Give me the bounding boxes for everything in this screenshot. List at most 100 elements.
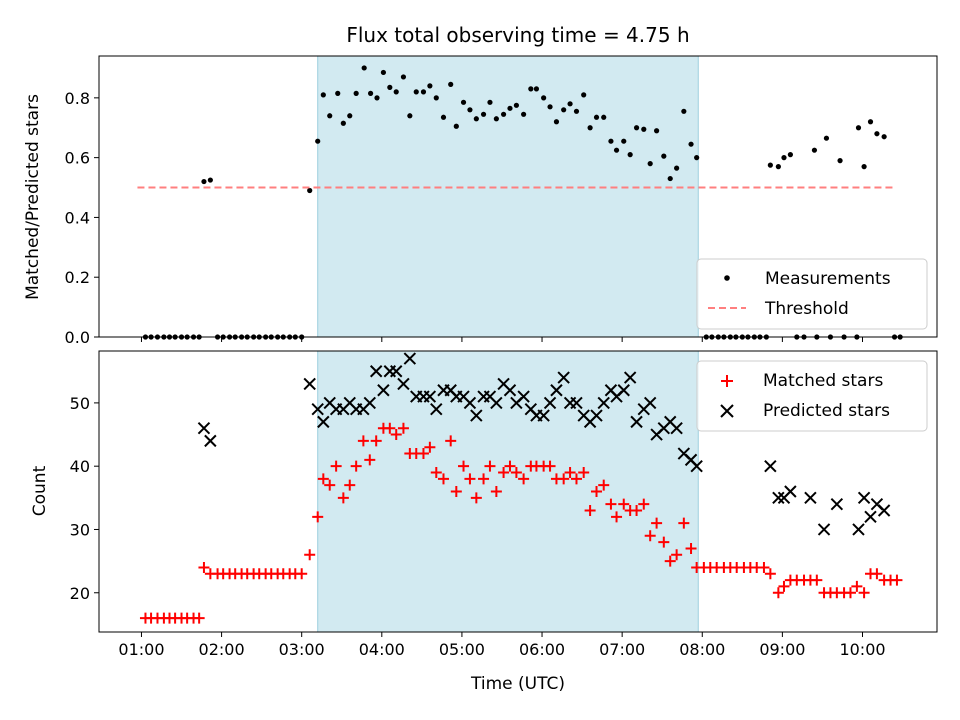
matched-stars-point — [504, 460, 516, 472]
measurement-point — [400, 74, 407, 80]
matched-stars-point — [384, 422, 396, 434]
measurement-point — [207, 177, 213, 183]
measurement-point — [861, 164, 867, 170]
bottom-panel-marks — [139, 352, 903, 624]
bottom-y-tick-label: 20 — [70, 584, 90, 603]
top-legend-box — [696, 258, 928, 330]
measurement-point — [601, 114, 607, 120]
measurement-point — [453, 123, 459, 129]
legend-matched-label: Matched stars — [763, 371, 883, 391]
x-tick-label: 08:00 — [679, 640, 725, 659]
matched-stars-point — [337, 492, 349, 504]
predicted-stars-point — [369, 365, 383, 378]
matched-stars-point — [357, 435, 369, 447]
measurement-point — [374, 95, 380, 101]
measurement-point — [487, 99, 493, 105]
measurement-point — [667, 175, 673, 182]
predicted-stars-point — [204, 434, 217, 448]
predicted-stars-point — [463, 396, 477, 410]
measurement-point — [647, 161, 653, 167]
predicted-stars-point — [570, 396, 583, 410]
predicted-stars-point — [303, 377, 316, 391]
measurement-point — [688, 141, 694, 147]
measurement-point — [823, 135, 830, 141]
top-y-tick-label: 0.6 — [65, 149, 90, 168]
matched-stars-point — [478, 473, 490, 485]
bottom-panel-ylabel: Count — [30, 465, 50, 516]
top-panel-frame — [98, 55, 938, 338]
matched-stars-point — [424, 441, 436, 453]
x-tick-label: 10:00 — [839, 640, 885, 659]
x-tick-label: 03:00 — [279, 640, 325, 659]
matched-stars-point — [198, 561, 210, 573]
matched-stars-point — [611, 511, 623, 523]
measurement-point — [347, 113, 353, 119]
matched-stars-point — [778, 580, 790, 592]
measurement-point — [593, 114, 600, 120]
predicted-stars-point — [490, 396, 503, 410]
matched-stars-point — [518, 473, 530, 485]
matched-stars-point — [445, 435, 457, 447]
measurement-point — [653, 128, 660, 134]
predicted-stars-point — [430, 403, 443, 416]
measurement-point — [787, 152, 793, 158]
predicted-stars-point — [317, 415, 330, 429]
measurement-point — [361, 65, 367, 71]
x-axis-label: Time (UTC) — [470, 674, 565, 694]
measurement-point — [307, 187, 313, 194]
matched-stars-point — [851, 580, 863, 592]
matched-stars-point — [678, 517, 690, 529]
top-y-tick-label: 0.0 — [65, 328, 90, 347]
matched-stars-point — [324, 479, 336, 491]
predicted-stars-point — [311, 403, 324, 416]
legend-measurements-marker — [724, 275, 730, 281]
measurement-point — [874, 131, 880, 137]
matched-stars-point — [844, 587, 856, 599]
matched-stars-point — [891, 574, 903, 586]
predicted-stars-point — [197, 422, 211, 435]
matched-stars-point — [490, 486, 502, 497]
x-tick-label: 05:00 — [439, 640, 485, 659]
predicted-stars-point — [537, 409, 550, 422]
measurement-point — [513, 102, 519, 108]
matched-stars-point — [470, 492, 482, 504]
bottom-panel: 01:00 02:00 03:00 04:00 05:00 06:00 07:00 08:00… — [30, 350, 938, 694]
legend-threshold-label: Threshold — [764, 299, 849, 319]
measurement-point — [335, 90, 341, 96]
measurement-point — [528, 86, 534, 92]
predicted-stars-point — [623, 371, 637, 384]
top-y-tick-label: 0.2 — [65, 268, 90, 287]
measurement-point — [521, 111, 527, 117]
measurement-point — [553, 119, 560, 125]
measurement-point — [427, 83, 433, 89]
matched-stars-point — [598, 479, 610, 491]
measurement-point — [541, 95, 547, 101]
measurement-point — [480, 111, 487, 117]
measurement-point — [681, 108, 687, 114]
predicted-stars-point — [772, 491, 785, 505]
bottom-y-tick-label: 30 — [70, 520, 90, 539]
matched-stars-point — [344, 479, 356, 491]
predicted-stars-point — [557, 371, 570, 384]
matched-stars-point — [364, 454, 376, 466]
predicted-stars-point — [377, 384, 390, 397]
matched-stars-point — [430, 467, 442, 479]
matched-stars-point — [605, 498, 617, 510]
predicted-stars-point — [617, 384, 630, 397]
matched-stars-point — [591, 486, 603, 497]
matched-stars-point — [464, 473, 476, 485]
matched-stars-point — [685, 542, 697, 554]
predicted-stars-point — [390, 365, 403, 378]
predicted-stars-point — [543, 396, 557, 410]
top-panel-marks — [137, 65, 903, 340]
measurement-point — [448, 81, 454, 87]
predicted-stars-point — [877, 504, 891, 517]
x-tick-label: 02:00 — [199, 640, 245, 659]
matched-stars-point — [510, 467, 522, 479]
matched-stars-point — [312, 511, 324, 523]
measurement-point — [340, 120, 346, 126]
bottom-panel-legend: Matched stars Predicted stars — [696, 360, 928, 432]
measurement-point — [460, 99, 467, 105]
measurement-point — [674, 165, 680, 171]
